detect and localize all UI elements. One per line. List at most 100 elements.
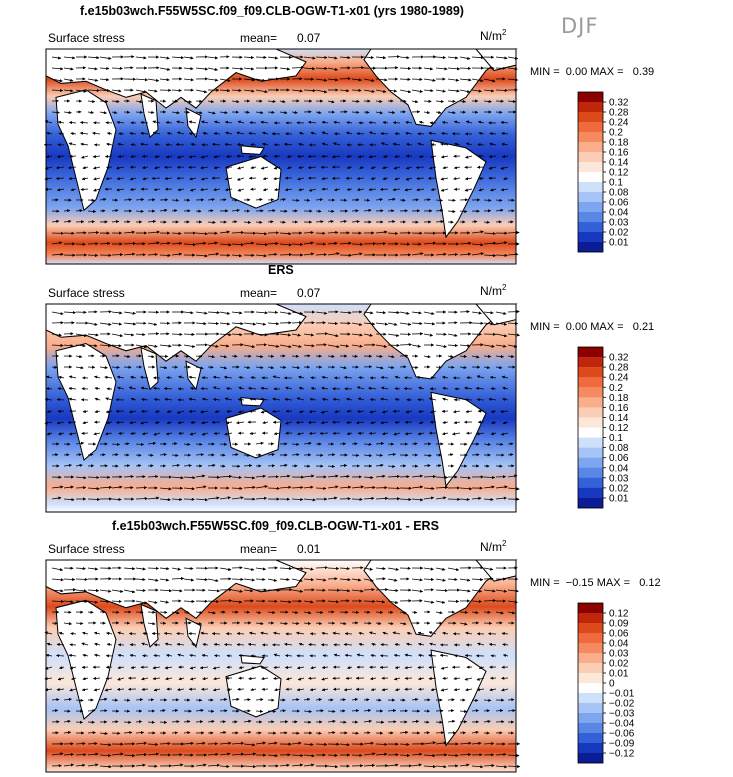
wind-vector	[202, 131, 209, 136]
wind-vector	[207, 111, 216, 115]
colorbar-swatch	[578, 357, 603, 368]
wind-vector	[249, 121, 257, 125]
wind-vector	[382, 166, 389, 170]
wind-vector	[321, 120, 329, 125]
wind-vector	[428, 131, 437, 135]
wind-vector	[351, 344, 363, 348]
panel-2-mean-value: 0.07	[297, 286, 321, 300]
wind-vector	[375, 742, 388, 746]
wind-vector	[392, 121, 401, 125]
wind-vector	[219, 322, 231, 326]
panel-3-mean-label: mean=	[240, 542, 278, 556]
wind-vector	[207, 321, 220, 326]
wind-vector	[219, 333, 232, 337]
wind-vector	[207, 355, 216, 359]
wind-vector	[375, 111, 384, 115]
wind-vector	[331, 155, 341, 159]
wind-vector	[392, 142, 401, 146]
wind-vector	[333, 120, 341, 124]
colorbar-swatch	[578, 437, 603, 448]
wind-vector	[453, 166, 461, 170]
wind-vector	[63, 209, 71, 213]
wind-vector	[321, 176, 329, 181]
wind-vector	[92, 166, 101, 170]
wind-vector	[327, 321, 339, 326]
wind-vector	[219, 243, 232, 247]
wind-vector	[75, 333, 88, 338]
wind-vector	[375, 311, 387, 315]
wind-vector	[327, 344, 340, 349]
wind-vector	[176, 176, 185, 180]
wind-vector	[339, 241, 352, 245]
wind-vector	[346, 121, 353, 125]
wind-vector	[243, 67, 255, 71]
wind-vector	[195, 311, 208, 315]
wind-vector	[405, 142, 413, 147]
wind-vector	[248, 131, 257, 136]
wind-vector	[351, 442, 358, 446]
wind-vector	[297, 154, 305, 158]
wind-vector	[171, 88, 182, 93]
wind-vector	[58, 132, 65, 136]
wind-vector	[231, 67, 244, 71]
wind-vector	[250, 143, 257, 147]
wind-vector	[291, 198, 300, 202]
wind-vector	[387, 310, 400, 315]
wind-vector	[165, 155, 173, 159]
wind-vector	[459, 354, 468, 359]
colorbar-swatch	[578, 487, 603, 499]
wind-vector	[459, 56, 471, 60]
wind-vector	[483, 198, 492, 202]
wind-vector	[123, 198, 132, 202]
wind-vector	[231, 230, 245, 235]
wind-vector	[379, 665, 389, 669]
wind-vector	[464, 177, 473, 181]
wind-vector	[471, 230, 484, 234]
wind-vector	[303, 198, 311, 202]
wind-vector	[243, 220, 252, 224]
wind-vector	[255, 78, 266, 82]
wind-vector	[55, 166, 65, 170]
wind-vector	[464, 165, 473, 169]
wind-vector	[255, 333, 268, 337]
wind-vector	[195, 366, 204, 370]
colorbar-swatch	[578, 152, 603, 163]
map-panel-1	[43, 48, 520, 265]
colorbar-swatch	[578, 613, 603, 624]
wind-vector	[447, 89, 460, 93]
wind-vector	[111, 365, 120, 369]
wind-vector	[298, 165, 305, 170]
wind-vector	[307, 165, 317, 170]
wind-vector	[363, 588, 375, 592]
wind-vector	[207, 209, 214, 213]
wind-vector	[394, 154, 401, 159]
wind-vector	[483, 253, 497, 258]
wind-vector	[130, 154, 137, 159]
wind-vector	[123, 252, 136, 256]
wind-vector	[459, 344, 471, 348]
wind-vector	[87, 333, 99, 337]
wind-vector	[56, 154, 65, 159]
wind-vector	[237, 188, 245, 192]
colorbar-swatch	[578, 457, 603, 468]
wind-vector	[236, 142, 245, 147]
wind-vector	[483, 354, 492, 358]
colorbar-swatch	[578, 497, 603, 509]
wind-vector	[267, 220, 274, 224]
wind-vector	[459, 209, 468, 213]
wind-vector	[363, 208, 372, 213]
wind-vector	[141, 409, 149, 413]
wind-vector	[332, 676, 341, 680]
wind-vector	[57, 143, 65, 147]
panel-1-mean-value: 0.07	[297, 31, 321, 45]
wind-vector	[321, 154, 329, 158]
wind-vector	[236, 131, 245, 135]
wind-vector	[171, 209, 178, 213]
wind-vector	[315, 89, 328, 94]
wind-vector	[81, 431, 89, 435]
wind-vector	[507, 99, 517, 104]
panel-3-mean-value: 0.01	[297, 542, 321, 556]
wind-vector	[166, 131, 173, 136]
wind-vector	[75, 209, 83, 213]
wind-vector	[159, 366, 168, 370]
